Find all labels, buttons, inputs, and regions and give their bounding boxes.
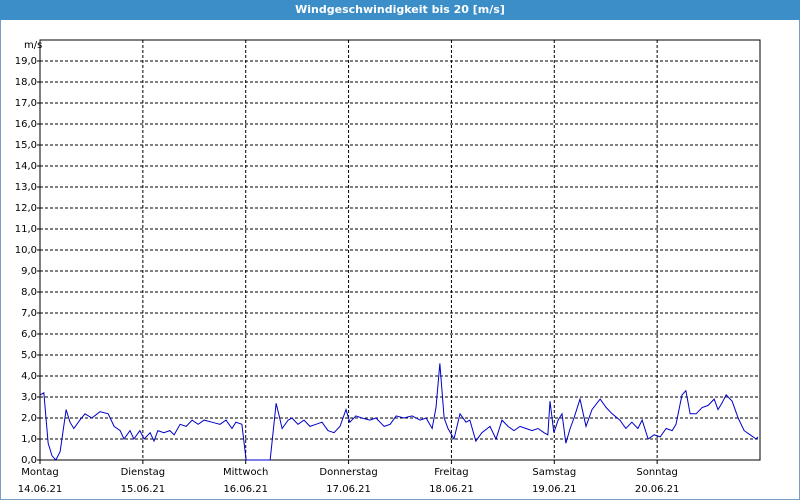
y-tick-label: 19,0 [15,56,37,67]
chart-title: Windgeschwindigkeit bis 20 [m/s] [295,3,505,16]
data-line [39,363,759,461]
y-tick-label: 15,0 [15,140,37,151]
y-tick-label: 7,0 [21,308,37,319]
y-tick-label: 1,0 [21,434,37,445]
y-tick-label: 4,0 [21,371,37,382]
y-tick-label: 14,0 [15,161,37,172]
x-tick-date: 18.06.21 [429,484,474,495]
y-tick-label: 18,0 [15,77,37,88]
x-tick-label: Mittwoch [223,467,268,478]
x-tick-label: Sonntag [636,467,678,478]
x-tick-label: Samstag [532,467,576,478]
x-tick-label: Donnerstag [319,467,377,478]
x-tick-label: Dienstag [121,467,166,478]
x-tick-date: 20.06.21 [635,484,680,495]
y-tick-label: 5,0 [21,350,37,361]
x-tick-label: Montag [21,467,58,478]
y-tick-label: 16,0 [15,119,37,130]
plot-frame [39,39,761,461]
y-tick-label: 3,0 [21,392,37,403]
y-tick-label: 8,0 [21,287,37,298]
y-tick-label: 0,0 [21,455,37,466]
x-tick-date: 17.06.21 [326,484,371,495]
x-tick-date: 15.06.21 [121,484,166,495]
y-tick-label: 12,0 [15,203,37,214]
x-tick-date: 16.06.21 [223,484,268,495]
x-tick-date: 19.06.21 [532,484,577,495]
y-unit: m/s [24,40,42,51]
title-bar [0,0,800,20]
x-tick-label: Freitag [434,467,468,478]
x-tick-date: 14.06.21 [18,484,63,495]
y-tick-label: 11,0 [15,224,37,235]
y-tick-label: 13,0 [15,182,37,193]
y-tick-label: 17,0 [15,98,37,109]
y-tick-label: 2,0 [21,413,37,424]
y-tick-label: 9,0 [21,266,37,277]
y-tick-label: 10,0 [15,245,37,256]
y-tick-label: 6,0 [21,329,37,340]
